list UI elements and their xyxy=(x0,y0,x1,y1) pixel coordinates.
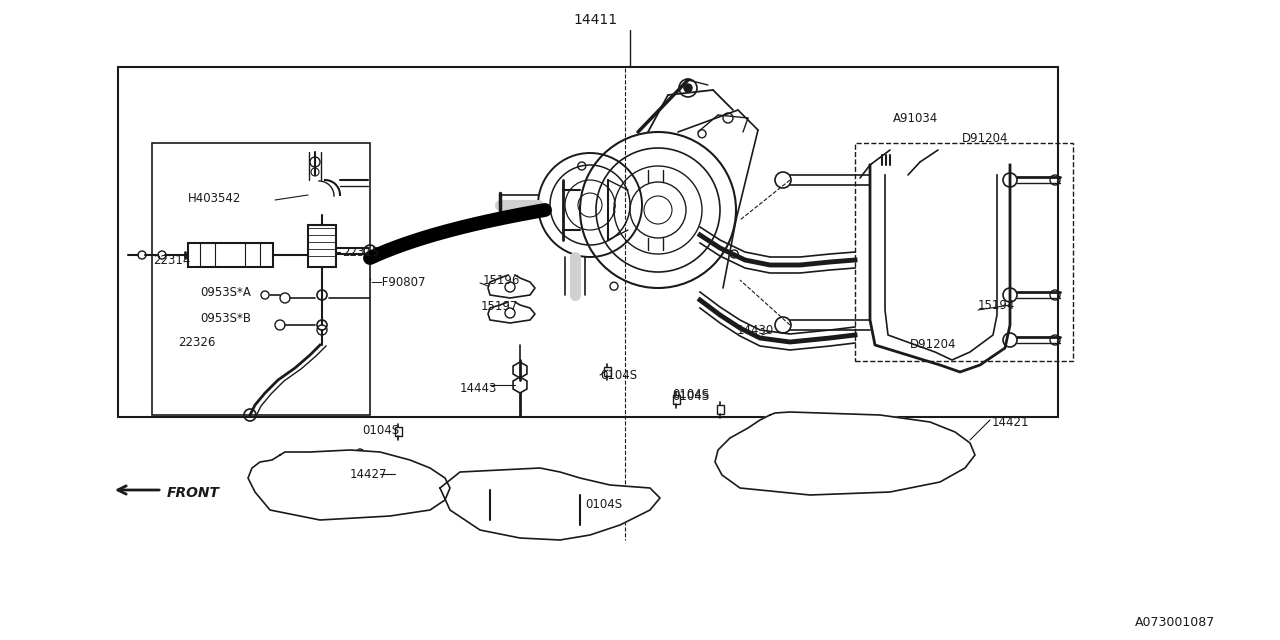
Bar xyxy=(308,225,337,267)
Text: 0104S: 0104S xyxy=(672,388,709,401)
Text: 15197: 15197 xyxy=(481,300,518,312)
Text: 0104S: 0104S xyxy=(600,369,637,381)
Text: 0104S: 0104S xyxy=(362,424,399,436)
Text: 14421: 14421 xyxy=(992,415,1029,429)
Bar xyxy=(717,405,724,414)
Text: 0104S: 0104S xyxy=(672,390,709,403)
Text: 22326: 22326 xyxy=(178,335,215,349)
Polygon shape xyxy=(716,412,975,495)
Text: 22314: 22314 xyxy=(154,253,191,266)
Text: 14443: 14443 xyxy=(460,381,498,394)
Bar xyxy=(396,427,402,436)
Text: D91204: D91204 xyxy=(963,131,1009,145)
Text: 15196: 15196 xyxy=(483,273,521,287)
Bar xyxy=(152,143,370,415)
Bar xyxy=(855,143,1073,361)
Text: FRONT: FRONT xyxy=(166,486,220,500)
Bar xyxy=(588,497,594,506)
Text: H403542: H403542 xyxy=(188,191,242,205)
Text: 14427: 14427 xyxy=(349,468,388,481)
Text: 0104S: 0104S xyxy=(585,499,622,511)
Bar xyxy=(673,395,680,404)
Text: 0953S*B: 0953S*B xyxy=(200,312,251,324)
Text: A073001087: A073001087 xyxy=(1135,616,1215,628)
Polygon shape xyxy=(440,468,660,540)
Text: 15194: 15194 xyxy=(978,298,1015,312)
Text: A91034: A91034 xyxy=(893,111,938,125)
Text: 14430: 14430 xyxy=(737,323,774,337)
Polygon shape xyxy=(248,450,451,520)
Bar xyxy=(118,67,1059,417)
Text: 0953S*A: 0953S*A xyxy=(200,285,251,298)
Text: 14411: 14411 xyxy=(573,13,617,27)
Text: 22315: 22315 xyxy=(342,246,379,259)
Bar xyxy=(604,367,611,376)
Text: D91204: D91204 xyxy=(910,337,956,351)
Text: —F90807: —F90807 xyxy=(370,275,425,289)
Bar xyxy=(188,243,273,267)
Circle shape xyxy=(684,84,692,92)
